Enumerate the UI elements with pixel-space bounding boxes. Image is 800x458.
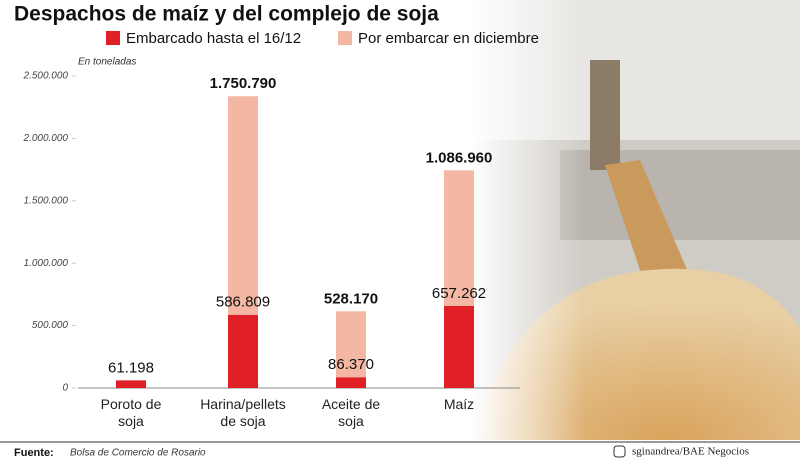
- value-label: 657.262: [432, 285, 486, 302]
- x-tick-label: Harina/pellets de soja: [200, 396, 286, 429]
- bar-segment: [228, 96, 258, 315]
- bar-segment: [228, 314, 258, 388]
- legend-swatch: [106, 31, 120, 45]
- legend-swatch: [338, 31, 352, 45]
- source: Bolsa de Comercio de Rosario: [70, 448, 206, 458]
- bar-segment: [336, 311, 366, 378]
- value-label: 528.170: [324, 290, 378, 307]
- value-label: 1.750.790: [210, 75, 277, 92]
- y-tick-label: 1.500.000: [24, 195, 69, 206]
- legend-label: Por embarcar en diciembre: [358, 30, 539, 47]
- chart-title: Despachos de maíz y del complejo de soja: [14, 3, 439, 26]
- bar-segment: [336, 377, 366, 388]
- y-tick-label: 500.000: [32, 320, 69, 331]
- bar-segment: [116, 380, 146, 388]
- value-label: 586.809: [216, 294, 270, 311]
- value-label: 86.370: [328, 356, 374, 373]
- y-tick-label: 2.000.000: [23, 133, 69, 144]
- bar-segment: [444, 170, 474, 306]
- credit: sginandrea/BAE Negocios: [632, 446, 749, 458]
- source-label: Fuente:: [14, 447, 54, 458]
- value-label: 61.198: [108, 359, 154, 376]
- y-tick-label: 2.500.000: [23, 71, 69, 82]
- value-label: 1.086.960: [426, 149, 493, 166]
- background-photo: [470, 0, 800, 440]
- x-tick-label: Aceite de soja: [321, 396, 381, 429]
- y-tick-label: 1.000.000: [24, 258, 69, 269]
- x-tick-label: Maíz: [443, 396, 475, 412]
- subtitle: En toneladas: [78, 57, 136, 68]
- y-tick-label: 0: [62, 383, 68, 394]
- instagram-icon: [613, 445, 626, 458]
- legend-label: Embarcado hasta el 16/12: [126, 30, 301, 47]
- x-tick-label: Poroto de soja: [100, 396, 162, 429]
- bar-segment: [444, 305, 474, 388]
